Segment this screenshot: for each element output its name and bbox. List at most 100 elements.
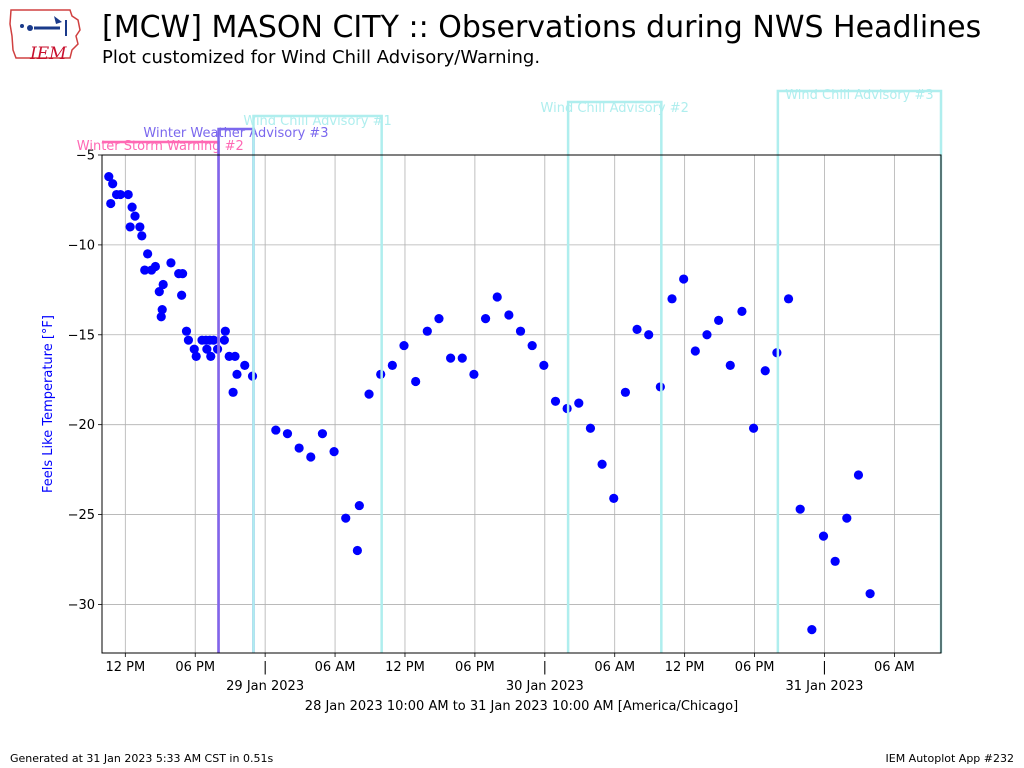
headline-label: Wind Chill Advisory #1 — [243, 114, 391, 129]
data-point — [191, 351, 201, 361]
data-point — [157, 305, 167, 315]
data-point — [220, 326, 230, 336]
data-point — [387, 360, 397, 370]
data-point — [127, 202, 137, 212]
data-point — [492, 292, 502, 302]
data-point — [282, 429, 293, 439]
data-point — [609, 493, 619, 503]
data-point — [106, 198, 116, 209]
data-point — [679, 274, 689, 284]
y-tick-label: −30 — [68, 598, 95, 613]
data-point — [539, 360, 549, 370]
logo-text: IEM — [30, 44, 67, 64]
iowa-map-icon — [9, 9, 81, 59]
data-point — [115, 189, 126, 200]
data-point — [177, 290, 187, 300]
data-point — [135, 222, 145, 232]
data-point — [411, 376, 421, 387]
x-tick-label: 06 AM — [874, 660, 915, 675]
data-point — [137, 231, 147, 241]
headline-box — [566, 100, 663, 653]
data-point — [158, 279, 168, 290]
data-point — [228, 387, 238, 397]
x-date-label: 30 Jan 2023 — [506, 679, 584, 694]
data-point — [714, 315, 724, 326]
data-point — [644, 330, 654, 340]
headline-label: Wind Chill Advisory #3 — [785, 88, 933, 103]
x-date-label: 29 Jan 2023 — [226, 679, 304, 694]
data-point — [597, 459, 607, 469]
data-point — [317, 429, 328, 439]
data-point — [271, 425, 281, 435]
data-point — [219, 335, 229, 345]
x-tick-label: 06 PM — [735, 660, 775, 675]
data-point — [620, 387, 631, 397]
page-title: [MCW] MASON CITY :: Observations during … — [102, 10, 982, 45]
x-tick-label: 12 PM — [105, 660, 145, 675]
data-point — [457, 353, 467, 363]
data-point — [306, 452, 316, 462]
data-point — [166, 258, 176, 268]
data-point — [154, 287, 164, 297]
data-point — [795, 504, 805, 514]
data-point — [550, 396, 561, 406]
data-point — [480, 314, 491, 324]
data-point — [585, 423, 596, 433]
x-tick-label: 12 PM — [385, 660, 425, 675]
y-tick-label: −5 — [76, 149, 95, 164]
data-point — [123, 189, 133, 200]
data-point — [230, 351, 240, 361]
data-point — [842, 513, 852, 523]
x-tick-label: 06 AM — [594, 660, 635, 675]
data-point — [183, 335, 194, 345]
iem-logo: IEM — [8, 6, 86, 64]
y-axis-label: Feels Like Temperature [°F] — [41, 315, 56, 493]
data-point — [783, 294, 794, 304]
data-point — [354, 500, 364, 511]
data-point — [725, 360, 735, 370]
y-tick-label: −10 — [68, 238, 95, 253]
y-tick-label: −20 — [68, 418, 95, 433]
x-tick-label: | — [822, 660, 826, 675]
data-point — [156, 312, 166, 322]
data-point — [189, 344, 199, 354]
data-point — [830, 556, 840, 566]
data-point — [125, 222, 135, 232]
data-point — [399, 340, 409, 351]
data-point — [690, 346, 700, 356]
data-point — [143, 249, 153, 259]
x-tick-label: | — [263, 660, 267, 675]
data-point — [352, 545, 362, 556]
x-axis-label: 28 Jan 2023 10:00 AM to 31 Jan 2023 10:0… — [305, 699, 738, 714]
page-subtitle: Plot customized for Wind Chill Advisory/… — [102, 47, 541, 68]
data-point — [667, 294, 677, 304]
data-point — [702, 330, 712, 340]
data-point — [865, 589, 875, 599]
data-point — [294, 443, 304, 453]
data-point — [130, 211, 140, 221]
y-tick-label: −25 — [68, 508, 95, 523]
data-point — [434, 314, 444, 324]
data-point — [527, 340, 537, 351]
data-point — [140, 265, 150, 275]
data-point — [469, 369, 479, 379]
headline-label: Winter Weather Advisory #3 — [143, 126, 328, 141]
data-point — [853, 470, 864, 480]
data-point — [206, 351, 216, 361]
data-point — [574, 398, 584, 408]
data-point — [329, 447, 339, 457]
y-tick-label: −15 — [68, 328, 95, 343]
data-point — [341, 513, 351, 523]
data-point — [422, 326, 432, 336]
headline-label: Winter Storm Warning #2 — [77, 139, 244, 154]
data-point — [104, 171, 114, 182]
headline-box — [252, 114, 383, 653]
data-point — [108, 179, 118, 189]
data-point — [181, 326, 192, 336]
data-point — [748, 423, 759, 433]
data-point — [150, 261, 161, 272]
data-point — [807, 625, 817, 635]
plot-frame — [101, 154, 942, 654]
x-date-label: 31 Jan 2023 — [786, 679, 864, 694]
